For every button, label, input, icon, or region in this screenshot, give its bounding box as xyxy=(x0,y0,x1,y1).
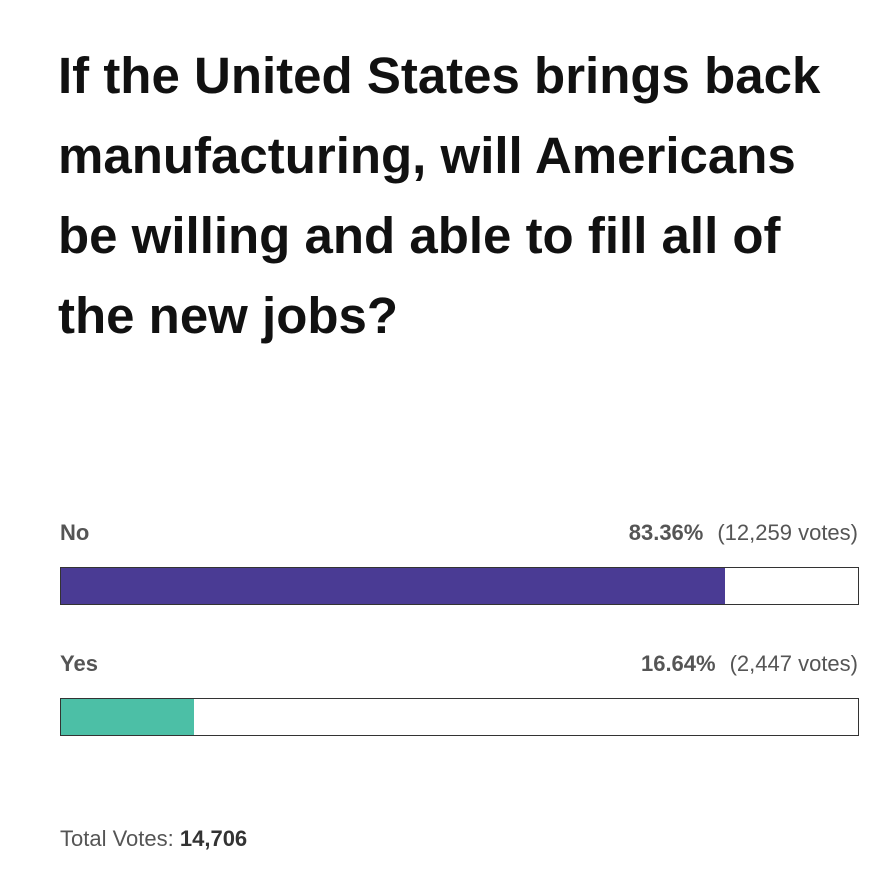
option-label: No xyxy=(60,520,90,545)
option-label: Yes xyxy=(60,651,98,676)
bar-track xyxy=(60,698,859,736)
option-result: 16.64% (2,447 votes) xyxy=(641,651,858,677)
total-row: Total Votes: 14,706 xyxy=(60,826,247,852)
bar-track xyxy=(60,567,859,605)
total-votes: 14,706 xyxy=(179,826,248,851)
poll-question: If the United States brings back manufac… xyxy=(58,47,821,344)
option-result: 83.36% (12,259 votes) xyxy=(629,520,858,546)
vote-count: (12,259 votes) xyxy=(717,520,858,545)
total-caption: Total Votes: xyxy=(60,826,174,851)
percent-label: 83.36% xyxy=(628,520,704,545)
bar xyxy=(61,699,194,735)
bar xyxy=(61,568,726,604)
percent-label: 16.64% xyxy=(640,651,716,676)
vote-count: (2,447 votes) xyxy=(729,651,858,676)
